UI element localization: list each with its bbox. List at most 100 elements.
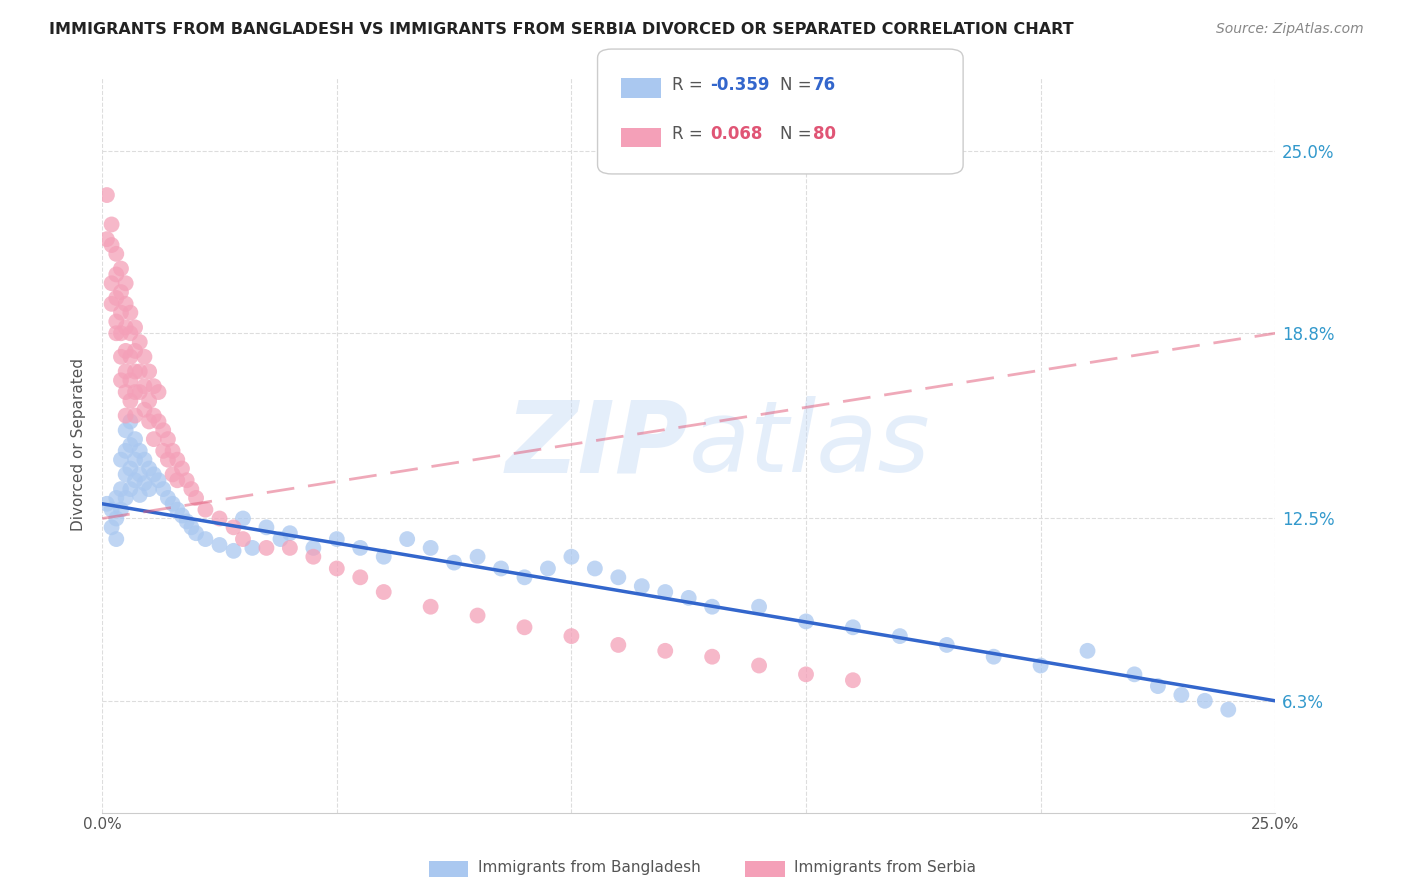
Point	[105, 532, 128, 546]
Point	[1194, 694, 1216, 708]
Point	[419, 541, 441, 555]
Point	[142, 379, 165, 393]
Point	[654, 585, 676, 599]
Point	[166, 502, 188, 516]
Point	[166, 473, 188, 487]
Text: Immigrants from Serbia: Immigrants from Serbia	[794, 861, 976, 875]
Point	[128, 334, 150, 349]
Point	[1123, 667, 1146, 681]
Point	[467, 608, 489, 623]
Point	[148, 385, 170, 400]
Point	[100, 520, 122, 534]
Point	[110, 502, 132, 516]
Point	[513, 620, 536, 634]
Point	[114, 297, 136, 311]
Point	[100, 218, 122, 232]
Point	[114, 423, 136, 437]
Point	[124, 385, 146, 400]
Point	[114, 277, 136, 291]
Point	[162, 467, 184, 482]
Point	[110, 326, 132, 341]
Point	[124, 432, 146, 446]
Point	[162, 443, 184, 458]
Point	[128, 443, 150, 458]
Point	[162, 497, 184, 511]
Point	[222, 544, 245, 558]
Point	[1147, 679, 1170, 693]
Point	[105, 247, 128, 261]
Point	[537, 561, 560, 575]
Point	[114, 443, 136, 458]
Point	[142, 409, 165, 423]
Point	[794, 667, 817, 681]
Point	[208, 511, 231, 525]
Point	[124, 364, 146, 378]
Text: 0.068: 0.068	[710, 125, 762, 143]
Point	[128, 488, 150, 502]
Point	[134, 476, 156, 491]
Point	[100, 277, 122, 291]
Point	[96, 497, 118, 511]
Point	[120, 326, 142, 341]
Point	[607, 638, 630, 652]
Point	[156, 432, 179, 446]
Point	[794, 615, 817, 629]
Text: -0.359: -0.359	[710, 76, 769, 94]
Point	[302, 541, 325, 555]
Y-axis label: Divorced or Separated: Divorced or Separated	[72, 359, 86, 532]
Point	[349, 570, 371, 584]
Point	[254, 520, 277, 534]
Point	[148, 414, 170, 428]
Point	[1029, 658, 1052, 673]
Point	[120, 482, 142, 496]
Point	[467, 549, 489, 564]
Point	[128, 385, 150, 400]
Text: atlas: atlas	[689, 396, 931, 493]
Point	[124, 320, 146, 334]
Text: Immigrants from Bangladesh: Immigrants from Bangladesh	[478, 861, 700, 875]
Point	[110, 452, 132, 467]
Point	[134, 452, 156, 467]
Point	[156, 491, 179, 505]
Point	[654, 644, 676, 658]
Point	[100, 502, 122, 516]
Point	[142, 467, 165, 482]
Point	[176, 515, 198, 529]
Point	[513, 570, 536, 584]
Point	[842, 673, 865, 688]
Point	[120, 414, 142, 428]
Point	[156, 452, 179, 467]
Point	[583, 561, 606, 575]
Point	[208, 538, 231, 552]
Point	[278, 526, 301, 541]
Point	[630, 579, 652, 593]
Point	[120, 373, 142, 387]
Point	[842, 620, 865, 634]
Text: 80: 80	[813, 125, 835, 143]
Point	[96, 232, 118, 246]
Point	[105, 291, 128, 305]
Point	[110, 306, 132, 320]
Point	[114, 385, 136, 400]
Point	[935, 638, 957, 652]
Point	[100, 297, 122, 311]
Point	[120, 350, 142, 364]
Point	[170, 461, 193, 475]
Point	[180, 520, 202, 534]
Point	[270, 532, 292, 546]
Point	[110, 285, 132, 299]
Point	[184, 491, 207, 505]
Point	[120, 306, 142, 320]
Point	[152, 443, 174, 458]
Text: R =: R =	[672, 76, 709, 94]
Text: R =: R =	[672, 125, 709, 143]
Point	[419, 599, 441, 614]
Point	[138, 461, 160, 475]
Point	[176, 473, 198, 487]
Point	[105, 491, 128, 505]
Point	[124, 343, 146, 358]
Text: 76: 76	[813, 76, 835, 94]
Point	[180, 482, 202, 496]
Point	[889, 629, 911, 643]
Point	[114, 409, 136, 423]
